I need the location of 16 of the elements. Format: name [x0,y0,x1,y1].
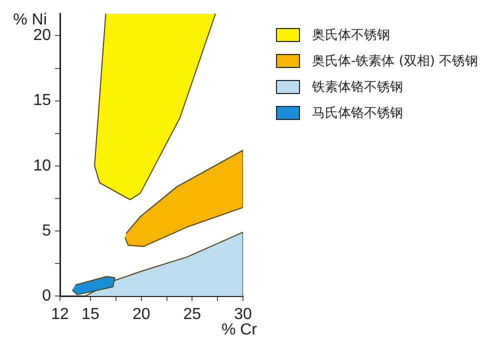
legend-label: 奥氏体-铁素体 (双相) 不锈钢 [312,53,478,70]
x-tick-label: 25 [183,306,202,324]
y-tick-label: 5 [42,222,52,240]
y-axis-title: % Ni [13,11,47,28]
x-axis-title: % Cr [221,321,258,338]
legend-label: 马氏体铬不锈钢 [312,105,403,122]
y-tick-label: 15 [33,92,52,110]
x-tick-label: 15 [82,306,100,324]
x-tick-label: 12 [51,306,69,324]
y-tick-label: 10 [33,157,52,174]
legend-label: 铁素体铬不锈钢 [312,79,403,96]
y-tick-label: 20 [33,27,52,44]
x-tick-label: 20 [132,306,150,324]
x-tick-label: 30 [234,306,252,324]
y-tick-label: 0 [42,287,52,304]
legend-label: 奥氏体不锈钢 [312,27,390,44]
